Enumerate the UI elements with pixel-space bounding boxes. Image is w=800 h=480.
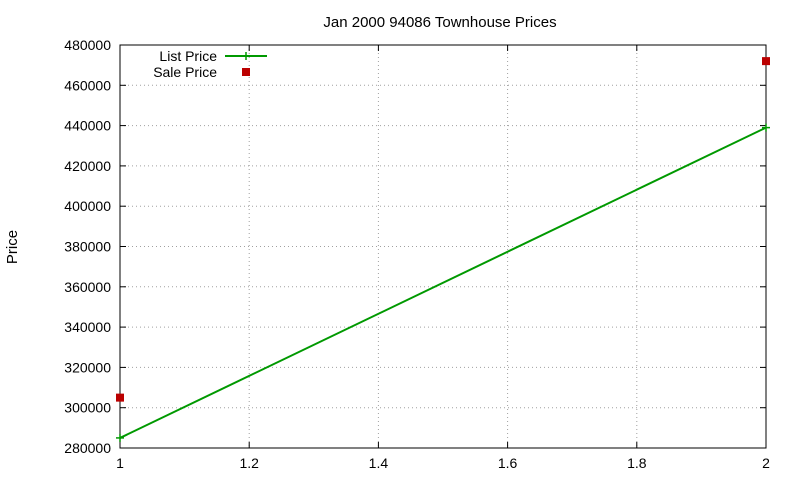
list-price-line [119, 126, 767, 439]
axes: 1 1.2 1.4 1.6 1.8 2 280000 300000 320000 340000 36… [64, 37, 770, 471]
sale-price-point [116, 393, 124, 402]
x-tick-label: 2 [762, 455, 770, 471]
grid [120, 45, 766, 448]
y-tick-label: 420000 [64, 158, 111, 174]
y-tick-label: 400000 [64, 198, 111, 214]
sale-price-point [762, 57, 770, 66]
y-tick-label: 280000 [64, 440, 111, 456]
x-tick-label: 1.4 [369, 455, 389, 471]
x-tick-label: 1.2 [239, 455, 259, 471]
legend-marker [242, 68, 250, 76]
y-tick-label: 360000 [64, 279, 111, 295]
y-tick-label: 480000 [64, 37, 111, 53]
legend-label: Sale Price [153, 64, 217, 80]
plot-series [116, 57, 770, 442]
list-price-point [762, 123, 770, 132]
chart-title: Jan 2000 94086 Townhouse Prices [323, 14, 556, 31]
list-price-point [116, 433, 124, 442]
y-tick-label: 340000 [64, 319, 111, 335]
x-tick-label: 1.6 [498, 455, 518, 471]
legend-marker [242, 52, 250, 60]
y-axis-label: Price [4, 230, 21, 264]
y-tick-label: 460000 [64, 77, 111, 93]
x-tick-label: 1 [116, 455, 124, 471]
y-tick-label: 440000 [64, 118, 111, 134]
y-tick-label: 300000 [64, 400, 111, 416]
y-tick-label: 380000 [64, 239, 111, 255]
legend-label: List Price [159, 48, 217, 64]
y-tick-label: 320000 [64, 359, 111, 375]
x-tick-label: 1.8 [627, 455, 647, 471]
